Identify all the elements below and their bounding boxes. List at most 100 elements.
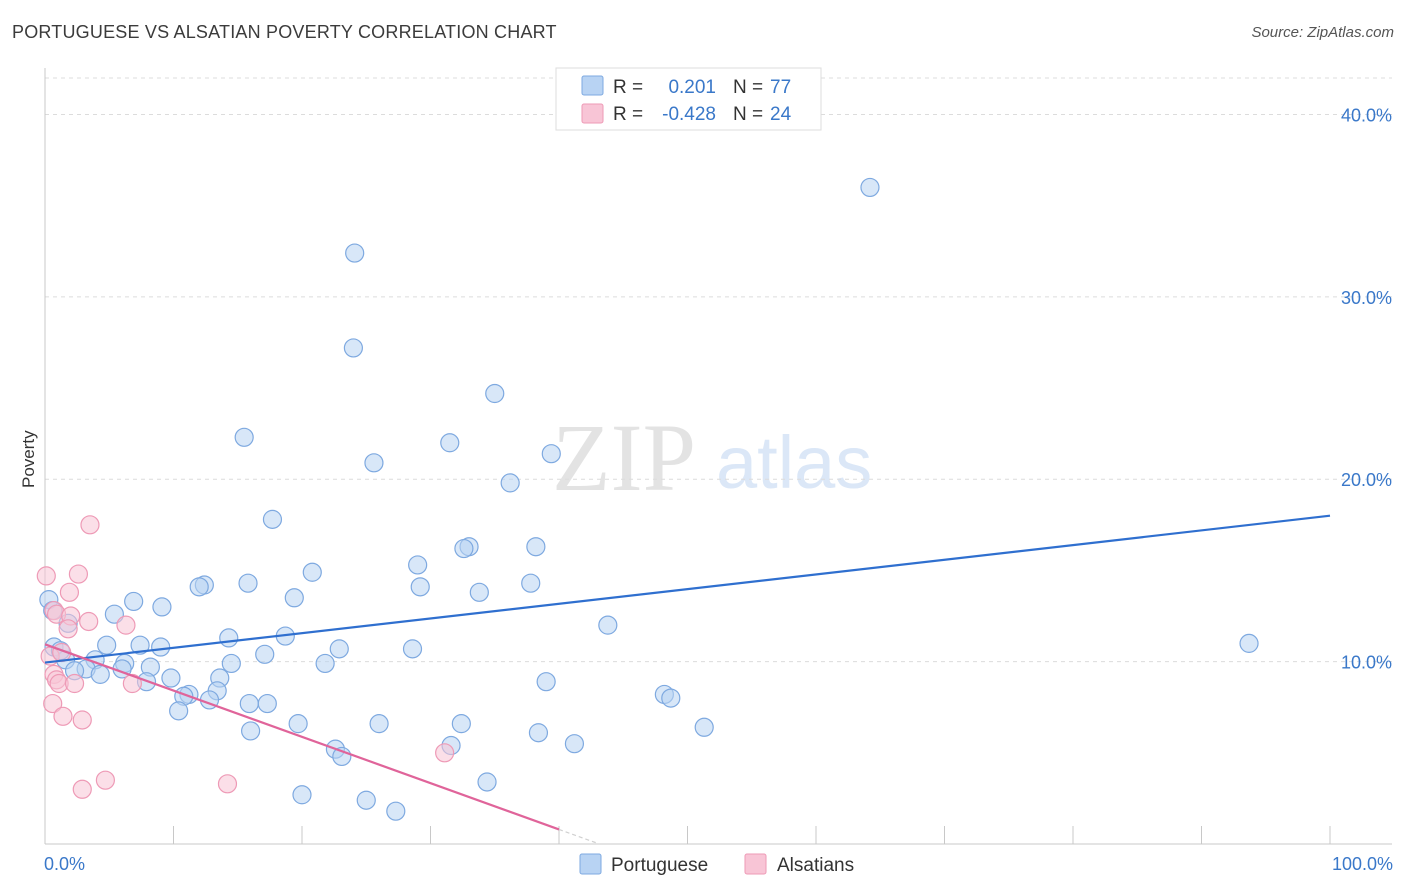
watermark-zip: ZIP	[552, 404, 696, 511]
point-portuguese-60	[288, 714, 308, 734]
point-portuguese-72	[356, 790, 376, 810]
y-tick-label-40: 40.0%	[1341, 105, 1392, 125]
point-portuguese-20	[469, 582, 489, 602]
point-alsatians-3	[59, 582, 80, 602]
x-tick-label-max: 100.0%	[1332, 854, 1393, 874]
point-portuguese-71	[292, 785, 312, 805]
trend-line-portuguese	[44, 514, 1331, 664]
point-alsatians-20	[435, 743, 455, 763]
point-alsatians-0	[36, 566, 56, 586]
point-portuguese-27	[219, 628, 239, 648]
point-alsatians-19	[72, 710, 92, 730]
point-alsatians-15	[64, 673, 85, 694]
point-alsatians-2	[68, 564, 89, 584]
series-legend-swatch-portuguese	[579, 853, 602, 875]
legend-r-value-0: 0.201	[668, 77, 716, 98]
legend-n-value-1: 24	[770, 104, 792, 125]
point-portuguese-34	[402, 639, 423, 659]
trend-lines	[44, 514, 1331, 844]
point-portuguese-12	[526, 537, 546, 557]
point-portuguese-55	[661, 688, 681, 708]
point-portuguese-58	[257, 693, 277, 714]
y-tick-label-20: 20.0%	[1341, 470, 1392, 490]
trend-line-alsatians	[44, 643, 560, 831]
point-portuguese-11	[454, 538, 474, 559]
y-axis-title: Poverty	[19, 430, 38, 488]
point-portuguese-3	[485, 383, 505, 404]
point-alsatians-16	[122, 673, 142, 694]
point-portuguese-66	[564, 734, 585, 754]
point-alsatians-22	[217, 774, 238, 794]
source-label: Source: ZipAtlas.com	[1251, 24, 1394, 41]
data-points	[36, 177, 1259, 821]
legend-r-value-1: -0.428	[662, 104, 716, 125]
series-legend-label-portuguese: Portuguese	[611, 855, 708, 876]
axes	[44, 68, 1392, 845]
point-portuguese-4	[234, 427, 254, 447]
point-portuguese-47	[161, 668, 181, 688]
point-alsatians-1	[80, 515, 100, 535]
series-legend-label-alsatians: Alsatians	[777, 855, 854, 876]
point-portuguese-15	[238, 573, 258, 593]
tick-labels: 10.0% 20.0% 30.0% 40.0% 0.0% 100.0%	[44, 105, 1393, 874]
point-portuguese-1	[345, 243, 365, 263]
legend-swatch-portuguese	[581, 75, 604, 96]
point-portuguese-7	[364, 453, 384, 473]
point-portuguese-22	[124, 591, 144, 612]
point-alsatians-21	[95, 770, 115, 790]
point-portuguese-9	[262, 509, 283, 529]
point-portuguese-0	[860, 177, 880, 198]
legend-n-value-0: 77	[770, 77, 791, 98]
watermark-atlas: atlas	[716, 421, 872, 504]
point-portuguese-57	[239, 693, 259, 714]
point-portuguese-5	[440, 433, 460, 453]
point-portuguese-23	[152, 597, 172, 617]
point-portuguese-70	[477, 772, 497, 792]
point-portuguese-21	[284, 588, 304, 608]
point-portuguese-64	[241, 721, 261, 741]
point-portuguese-40	[315, 653, 335, 674]
legend-n-label-0: N =	[733, 77, 763, 98]
point-portuguese-30	[97, 635, 117, 655]
point-alsatians-23	[72, 779, 92, 799]
point-portuguese-62	[451, 714, 471, 734]
point-portuguese-73	[386, 801, 406, 821]
point-portuguese-35	[1239, 633, 1259, 653]
legend-swatch-alsatians	[581, 103, 604, 124]
series-legend: Portuguese Alsatians	[579, 853, 854, 876]
legend-r-label-0: R =	[613, 77, 643, 98]
point-portuguese-14	[302, 562, 322, 582]
point-portuguese-2	[343, 338, 363, 358]
point-portuguese-46	[90, 664, 110, 684]
point-portuguese-59	[169, 701, 189, 721]
legend-n-label-1: N =	[733, 104, 763, 125]
point-portuguese-33	[329, 639, 349, 659]
point-portuguese-13	[408, 555, 428, 575]
chart-title: PORTUGUESE VS ALSATIAN POVERTY CORRELATI…	[12, 22, 557, 42]
point-alsatians-7	[79, 611, 99, 632]
point-portuguese-32	[151, 637, 171, 657]
point-portuguese-31	[130, 635, 150, 655]
y-tick-label-10: 10.0%	[1341, 653, 1392, 673]
legend-r-label-1: R =	[613, 104, 643, 125]
x-tick-label-min: 0.0%	[44, 854, 85, 874]
point-alsatians-18	[53, 706, 73, 726]
point-alsatians-8	[116, 615, 136, 635]
point-portuguese-19	[189, 577, 209, 597]
point-portuguese-41	[221, 653, 241, 674]
point-alsatians-17	[43, 693, 63, 714]
point-portuguese-17	[521, 573, 541, 593]
point-portuguese-49	[536, 672, 556, 692]
point-portuguese-6	[541, 444, 561, 464]
point-portuguese-36	[255, 644, 275, 664]
point-portuguese-65	[528, 723, 549, 743]
point-portuguese-26	[598, 615, 618, 635]
point-portuguese-8	[500, 473, 520, 493]
point-alsatians-9	[58, 619, 78, 639]
point-portuguese-61	[369, 714, 389, 734]
trend-line-alsatians-extension	[558, 828, 598, 844]
series-legend-swatch-alsatians	[744, 853, 767, 875]
point-portuguese-63	[694, 717, 714, 737]
stats-legend: R = 0.201 N = 77 R = -0.428 N = 24	[555, 67, 822, 131]
